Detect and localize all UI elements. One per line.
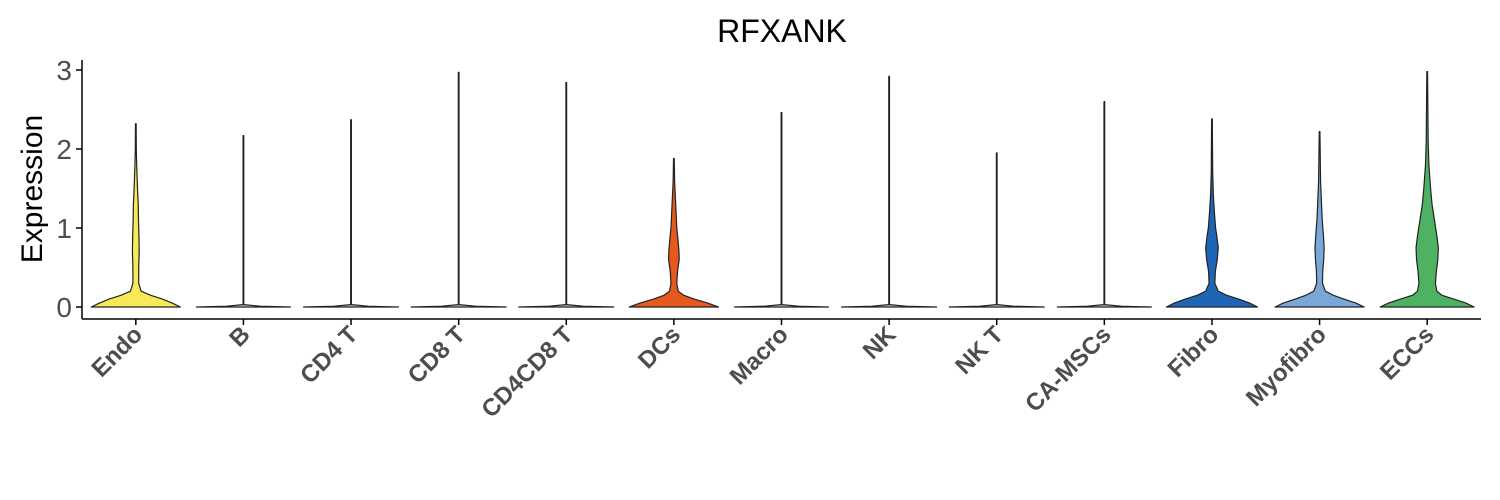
y-tick-label: 0 bbox=[56, 292, 72, 323]
y-tick-label: 1 bbox=[56, 213, 72, 244]
violin-endo bbox=[90, 123, 181, 308]
violin-cd4cd8-t bbox=[518, 82, 615, 308]
x-tick-label: CD8 T bbox=[403, 321, 471, 389]
violin-myofibro bbox=[1274, 131, 1365, 308]
x-tick-label: B bbox=[224, 321, 255, 352]
violin-cd4-t bbox=[302, 119, 400, 308]
x-tick-label: ECCs bbox=[1375, 321, 1439, 385]
violin-nk bbox=[841, 75, 938, 308]
x-axis-ticks: Endo B CD4 T CD8 T CD4CD8 T DCs Macro NK NK T CA-… bbox=[87, 319, 1439, 423]
x-tick-label: DCs bbox=[633, 321, 686, 374]
violin-layer bbox=[90, 70, 1475, 308]
y-tick-label: 3 bbox=[56, 55, 72, 86]
x-tick-label: Macro bbox=[725, 321, 794, 390]
violin-dcs bbox=[628, 157, 720, 308]
x-tick-label: CD4 T bbox=[295, 321, 363, 389]
x-tick-label: CD4CD8 T bbox=[476, 321, 578, 423]
violin-fibro bbox=[1165, 118, 1259, 308]
x-tick-label: NK bbox=[858, 321, 902, 365]
violin-eccs bbox=[1379, 70, 1475, 308]
y-axis-label: Expression bbox=[16, 115, 49, 263]
violin-cd8-t bbox=[410, 71, 507, 308]
violin-b bbox=[195, 134, 291, 308]
violin-macro bbox=[733, 112, 830, 308]
violin-nk-t bbox=[948, 152, 1045, 308]
y-axis-ticks: 0 1 2 3 bbox=[56, 55, 82, 323]
y-tick-label: 2 bbox=[56, 134, 72, 165]
x-tick-label: CA-MSCs bbox=[1020, 321, 1116, 417]
chart-title: RFXANK bbox=[717, 13, 847, 49]
x-tick-label: Fibro bbox=[1163, 321, 1225, 383]
x-tick-label: Endo bbox=[87, 321, 149, 383]
x-tick-label: NK T bbox=[950, 321, 1009, 380]
x-tick-label: Myofibro bbox=[1241, 321, 1332, 412]
violin-ca-mscs bbox=[1056, 101, 1152, 308]
